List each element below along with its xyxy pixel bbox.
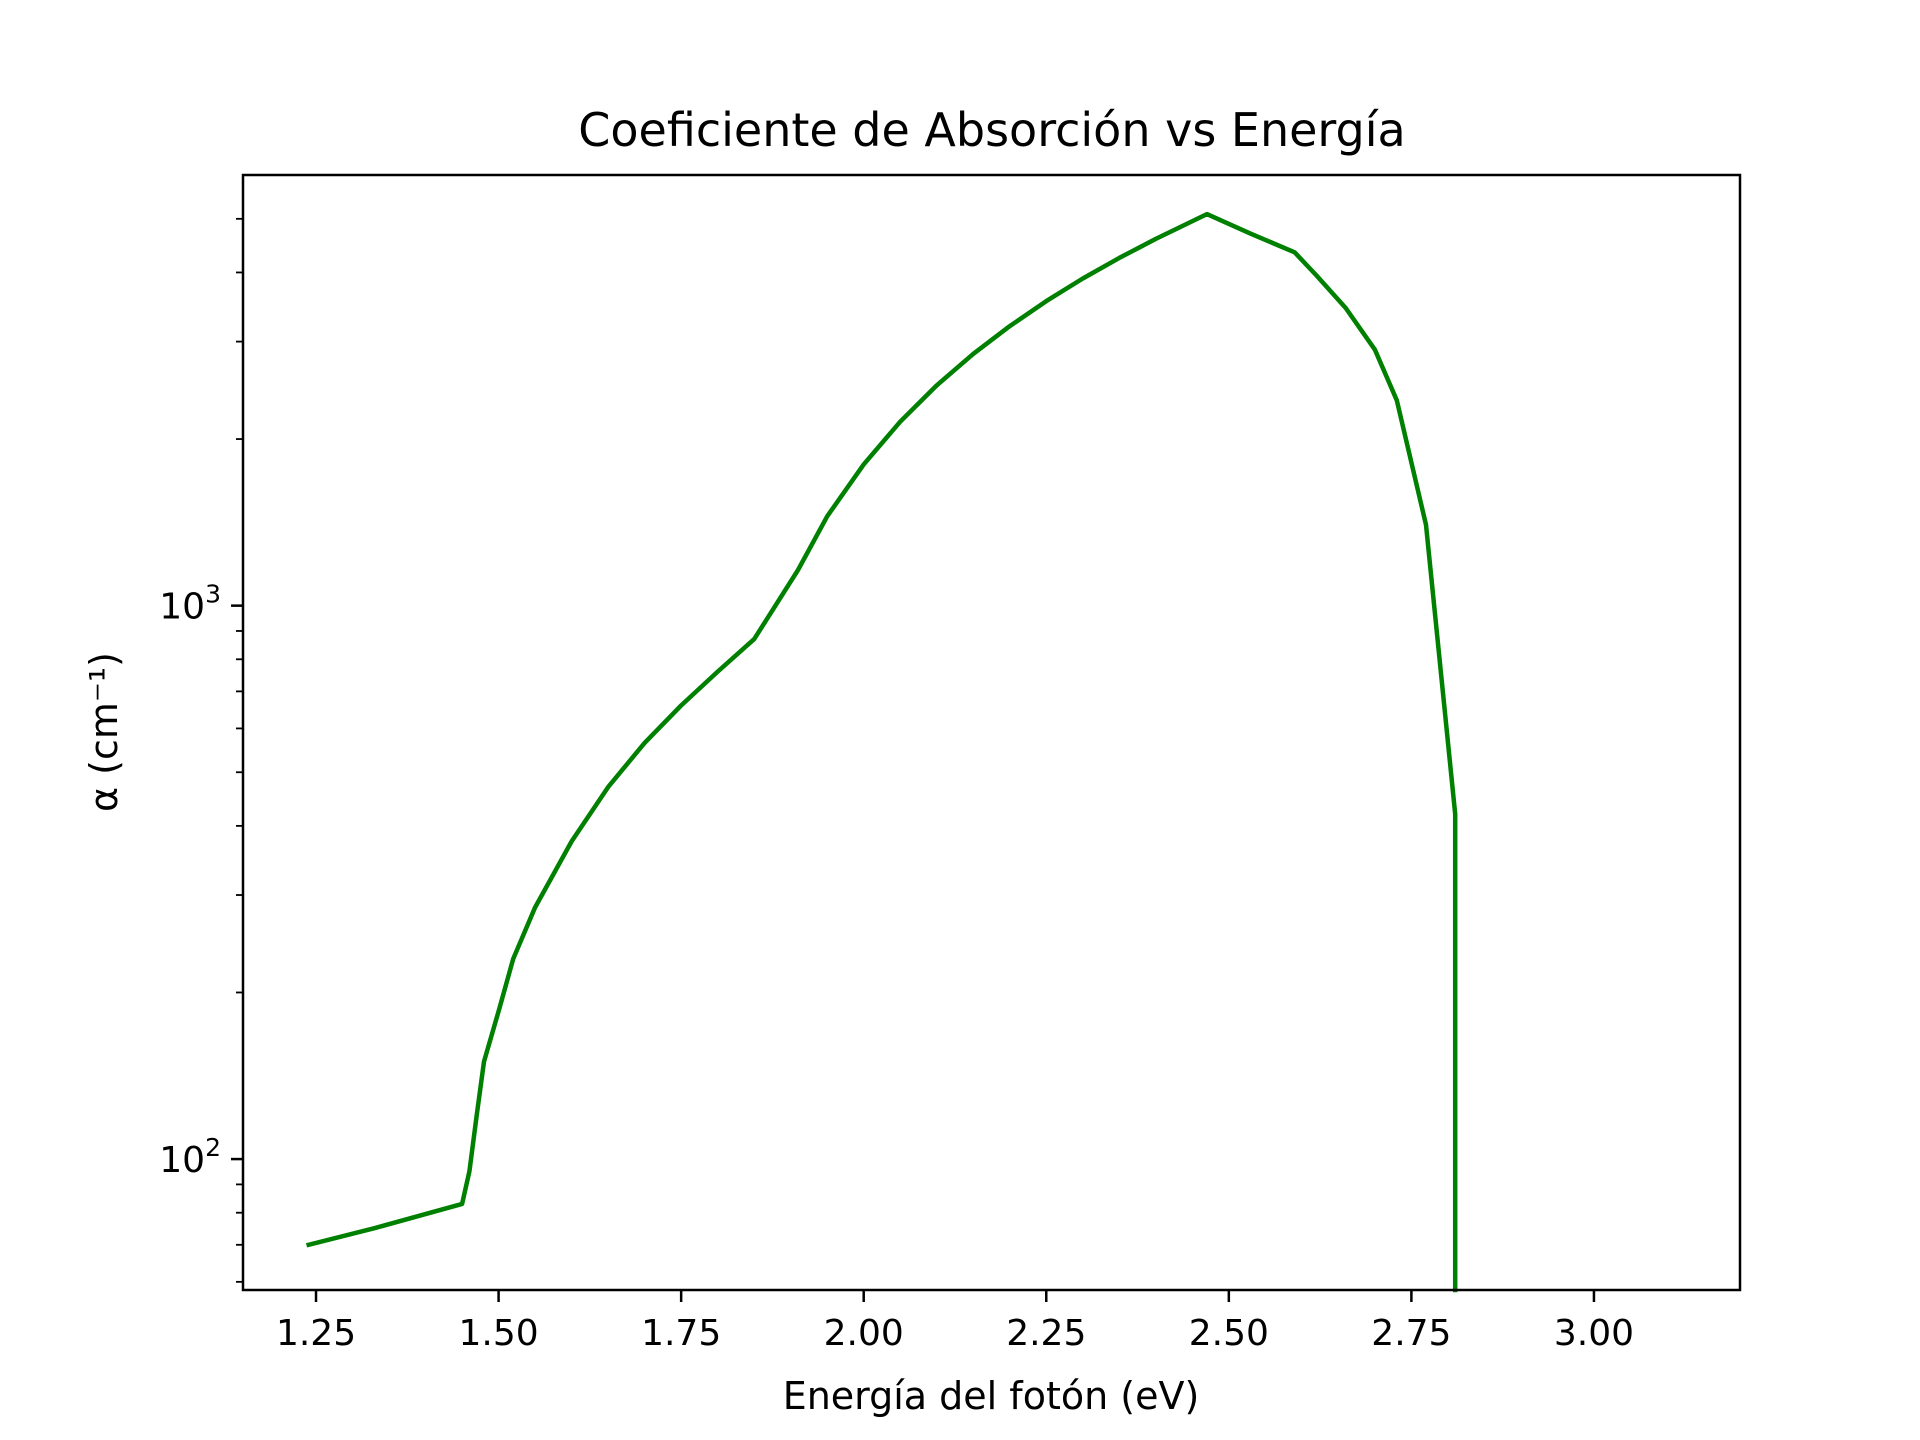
x-tick-label: 2.50 [1189, 1313, 1269, 1354]
x-tick-label: 1.75 [641, 1313, 721, 1354]
x-tick-label: 2.25 [1006, 1313, 1086, 1354]
chart-title: Coeficiente de Absorción vs Energía [578, 103, 1405, 157]
y-tick-label-exponent: 3 [205, 580, 221, 609]
x-tick-label: 1.50 [459, 1313, 539, 1354]
x-tick-label: 3.00 [1554, 1313, 1634, 1354]
y-tick-label: 102 [159, 1133, 221, 1181]
x-axis-ticks: 1.25 1.50 1.75 2.00 2.25 2.50 2.75 3.00 [276, 1290, 1634, 1354]
x-tick-label: 2.75 [1371, 1313, 1451, 1354]
y-tick-label: 103 [159, 580, 221, 628]
y-tick-label-exponent: 2 [205, 1133, 221, 1162]
y-tick-label-base: 10 [159, 587, 205, 628]
y-axis-label: α (cm⁻¹) [82, 652, 126, 812]
x-tick-label: 2.00 [824, 1313, 904, 1354]
y-tick-label-base: 10 [159, 1140, 205, 1181]
x-tick-label: 1.25 [276, 1313, 356, 1354]
x-axis-label: Energía del fotón (eV) [783, 1374, 1200, 1418]
absorption-series-line [305, 211, 1458, 1293]
plot-area-frame [241, 173, 1742, 1292]
